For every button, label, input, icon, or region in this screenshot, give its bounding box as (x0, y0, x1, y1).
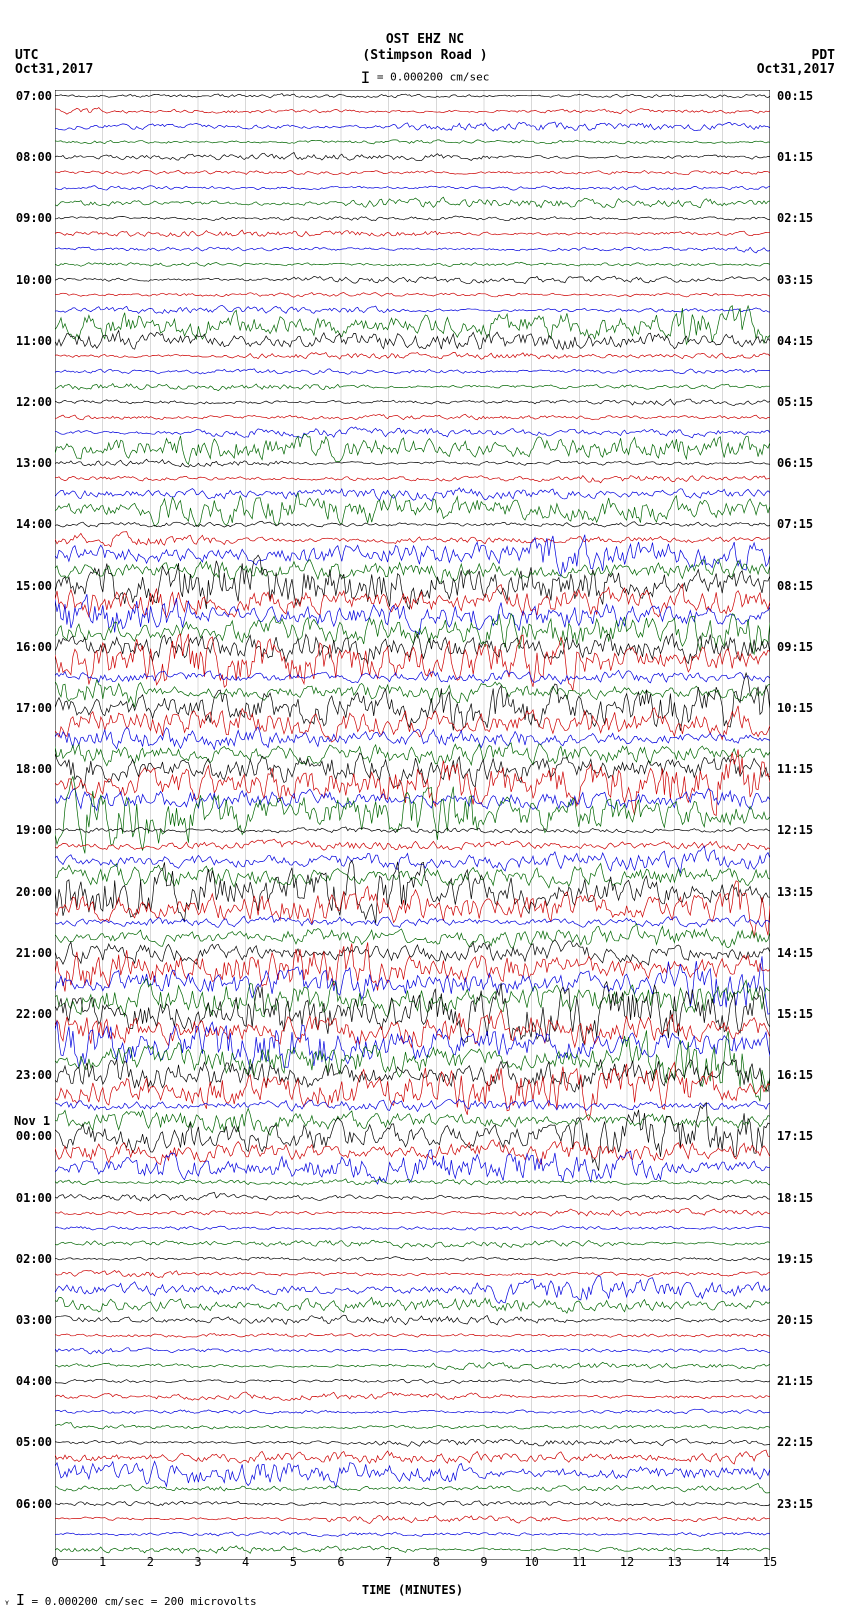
pdt-hour-label: 22:15 (777, 1435, 832, 1449)
tz-left-label: UTC (15, 48, 38, 63)
utc-hour-label: 02:00 (2, 1252, 52, 1266)
utc-hour-label: 08:00 (2, 150, 52, 164)
pdt-hour-label: 09:15 (777, 640, 832, 654)
pdt-hour-label: 16:15 (777, 1068, 832, 1082)
utc-hour-label: 15:00 (2, 579, 52, 593)
footer-scale: ⋎ 𝙸 I = 0.000200 cm/sec = 200 microvolts… (5, 1591, 257, 1609)
pdt-hour-label: 00:15 (777, 89, 832, 103)
utc-hour-label: 17:00 (2, 701, 52, 715)
x-tick-label: 9 (480, 1555, 487, 1569)
x-tick-label: 1 (99, 1555, 106, 1569)
utc-hour-label: 07:00 (2, 89, 52, 103)
x-axis: TIME (MINUTES) 0123456789101112131415 (55, 1553, 770, 1583)
pdt-hour-label: 13:15 (777, 885, 832, 899)
pdt-hour-label: 01:15 (777, 150, 832, 164)
helicorder-svg (55, 90, 770, 1560)
utc-hour-label: 23:00 (2, 1068, 52, 1082)
pdt-hour-label: 04:15 (777, 334, 832, 348)
pdt-hour-label: 21:15 (777, 1374, 832, 1388)
x-tick-label: 8 (433, 1555, 440, 1569)
pdt-hour-label: 10:15 (777, 701, 832, 715)
date-left-label: Oct31,2017 (15, 62, 93, 77)
helicorder-container: OST EHZ NC (Stimpson Road ) 𝙸 = 0.000200… (0, 0, 850, 1613)
pdt-hour-label: 12:15 (777, 823, 832, 837)
utc-hour-label: 21:00 (2, 946, 52, 960)
utc-hour-label: 10:00 (2, 273, 52, 287)
x-tick-label: 10 (524, 1555, 538, 1569)
pdt-hour-label: 18:15 (777, 1191, 832, 1205)
utc-hour-label: 11:00 (2, 334, 52, 348)
utc-hour-label: 19:00 (2, 823, 52, 837)
pdt-hour-label: 17:15 (777, 1129, 832, 1143)
pdt-hour-label: 20:15 (777, 1313, 832, 1327)
x-tick-label: 12 (620, 1555, 634, 1569)
x-tick-label: 2 (147, 1555, 154, 1569)
utc-hour-label: 22:00 (2, 1007, 52, 1021)
pdt-hour-label: 19:15 (777, 1252, 832, 1266)
x-tick-label: 6 (337, 1555, 344, 1569)
pdt-hour-label: 11:15 (777, 762, 832, 776)
station-subtitle: (Stimpson Road ) (0, 48, 850, 63)
utc-hour-label: 16:00 (2, 640, 52, 654)
utc-hour-label: 14:00 (2, 517, 52, 531)
utc-hour-label: 01:00 (2, 1191, 52, 1205)
pdt-hour-label: 07:15 (777, 517, 832, 531)
pdt-hour-label: 02:15 (777, 211, 832, 225)
scale-indicator: 𝙸 = 0.000200 cm/sec (0, 68, 850, 87)
utc-hour-label: 05:00 (2, 1435, 52, 1449)
pdt-hour-label: 05:15 (777, 395, 832, 409)
utc-hour-label: 12:00 (2, 395, 52, 409)
pdt-hour-label: 08:15 (777, 579, 832, 593)
x-tick-label: 14 (715, 1555, 729, 1569)
x-tick-label: 4 (242, 1555, 249, 1569)
x-tick-label: 15 (763, 1555, 777, 1569)
pdt-hour-label: 23:15 (777, 1497, 832, 1511)
x-tick-label: 5 (290, 1555, 297, 1569)
utc-hour-label: 20:00 (2, 885, 52, 899)
x-axis-title: TIME (MINUTES) (362, 1583, 463, 1597)
utc-hour-label: 18:00 (2, 762, 52, 776)
utc-hour-label: 00:00 (2, 1129, 52, 1143)
helicorder-plot (55, 90, 770, 1560)
x-tick-label: 13 (667, 1555, 681, 1569)
x-tick-label: 0 (51, 1555, 58, 1569)
pdt-hour-label: 03:15 (777, 273, 832, 287)
station-title: OST EHZ NC (0, 32, 850, 47)
utc-hour-label: 09:00 (2, 211, 52, 225)
day-break-label: Nov 1 (14, 1114, 50, 1128)
utc-hour-label: 13:00 (2, 456, 52, 470)
utc-hour-label: 04:00 (2, 1374, 52, 1388)
x-tick-label: 11 (572, 1555, 586, 1569)
utc-hour-label: 03:00 (2, 1313, 52, 1327)
tz-right-label: PDT (812, 48, 835, 63)
pdt-hour-label: 14:15 (777, 946, 832, 960)
x-tick-label: 7 (385, 1555, 392, 1569)
utc-hour-label: 06:00 (2, 1497, 52, 1511)
x-tick-label: 3 (194, 1555, 201, 1569)
pdt-hour-label: 15:15 (777, 1007, 832, 1021)
date-right-label: Oct31,2017 (757, 62, 835, 77)
pdt-hour-label: 06:15 (777, 456, 832, 470)
